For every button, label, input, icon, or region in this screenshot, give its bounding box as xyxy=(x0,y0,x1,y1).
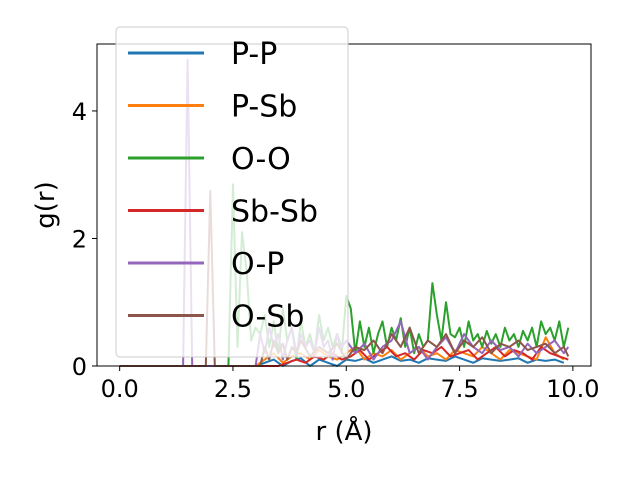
legend-frame xyxy=(115,26,349,358)
x-axis-ticks: 0.0 2.5 5.0 7.5 10.0 xyxy=(101,366,600,403)
y-axis-ticks: 0 2 4 xyxy=(72,98,97,381)
x-tick-label: 7.5 xyxy=(440,375,478,403)
legend-label-4: O-P xyxy=(231,247,284,282)
legend-label-3: Sb-Sb xyxy=(231,195,318,230)
legend: P-P P-Sb O-O Sb-Sb O-P O-Sb xyxy=(115,26,349,358)
legend-label-0: P-P xyxy=(231,37,277,72)
x-tick-label: 0.0 xyxy=(101,375,139,403)
legend-label-5: O-Sb xyxy=(231,300,304,335)
y-tick-label: 0 xyxy=(72,353,87,381)
legend-entries: P-P P-Sb O-O Sb-Sb O-P O-Sb xyxy=(128,37,318,335)
y-axis-label: g(r) xyxy=(31,181,61,228)
y-tick-label: 4 xyxy=(72,98,87,126)
legend-label-2: O-O xyxy=(231,142,291,177)
series-line-3 xyxy=(119,345,569,367)
legend-label-1: P-Sb xyxy=(231,90,297,125)
x-tick-label: 5.0 xyxy=(327,375,365,403)
y-tick-label: 2 xyxy=(72,225,87,253)
x-tick-label: 10.0 xyxy=(546,375,599,403)
x-tick-label: 2.5 xyxy=(214,375,252,403)
series-line-0 xyxy=(119,355,565,367)
x-axis-label: r (Å) xyxy=(315,415,372,447)
